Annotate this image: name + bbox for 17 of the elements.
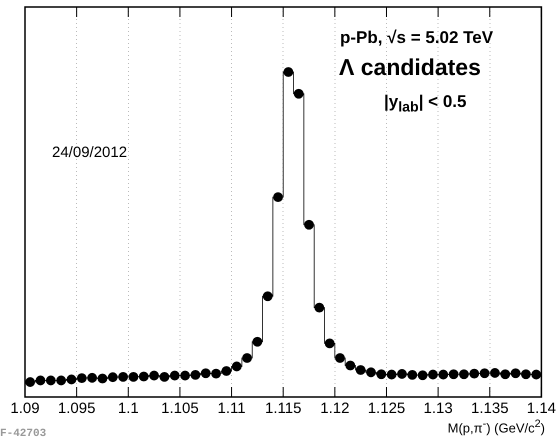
- x-tick-label: 1.1: [118, 400, 139, 418]
- x-tick-label: 1.105: [161, 400, 199, 418]
- annotation: 24/09/2012: [52, 144, 128, 161]
- x-axis-title: M(p,π$^{-}$) (GeV/c$^{2}$): [448, 418, 545, 436]
- x-tick-label: 1.14: [526, 400, 556, 418]
- x-tick-label: 1.13: [424, 400, 453, 418]
- text: F-42703: [0, 428, 46, 440]
- x-tick-label: 1.11: [218, 400, 246, 418]
- x-tick-label: 1.095: [58, 400, 96, 418]
- x-tick-label: 1.115: [264, 400, 302, 418]
- annotation: Λ candidates: [339, 54, 481, 81]
- x-tick-label: 1.09: [10, 400, 40, 418]
- chart-title: p-Pb, √s = 5.02 TeV: [340, 28, 494, 48]
- annotation: |y$_{lab}$| < 0.5: [384, 92, 466, 116]
- x-tick-label: 1.135: [470, 400, 509, 418]
- x-tick-label: 1.125: [368, 400, 406, 418]
- x-tick-label: 1.12: [320, 400, 350, 418]
